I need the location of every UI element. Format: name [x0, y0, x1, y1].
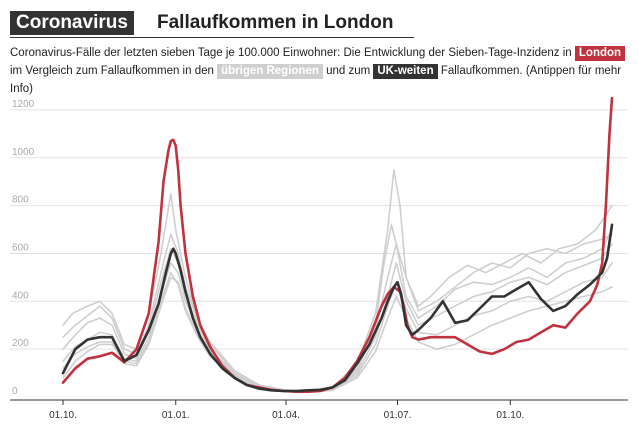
series-line-regions-2[interactable] — [62, 224, 613, 393]
x-tick-label: 01.10. — [496, 410, 524, 421]
y-tick-label: 1000 — [12, 147, 35, 158]
subtitle-text-2: im Vergleich zum Fallaufkommen in den — [10, 65, 214, 77]
x-tick-label: 01.10. — [49, 410, 77, 421]
subtitle-text-1: Coronavirus-Fälle der letzten sieben Tag… — [10, 47, 572, 59]
y-tick-label: 600 — [12, 242, 29, 253]
subtitle-text-3: und zum — [326, 65, 371, 77]
title-row: Coronavirus Fallaufkommen in London — [10, 11, 414, 38]
page-title: Fallaufkommen in London — [157, 12, 394, 33]
x-tick-label: 01.04. — [272, 410, 300, 421]
series-layer — [61, 96, 614, 393]
y-tick-label: 800 — [12, 195, 29, 206]
subtitle-text-4: Fallaufkommen. (Antippen für mehr Info) — [10, 65, 622, 95]
series-line-regions-3[interactable] — [62, 243, 613, 393]
x-tick-label: 01.01. — [162, 410, 190, 421]
series-line-regions-1[interactable] — [62, 168, 613, 392]
y-tick-label: 1200 — [12, 99, 35, 110]
chart-subtitle: Coronavirus-Fälle der letzten sieben Tag… — [10, 44, 628, 98]
axis-layer: 0 200 400 600 800 1000 1200 01.10. 01.01. 01.04. 0… — [10, 99, 628, 421]
x-tick-label: 01.07. — [384, 410, 412, 421]
legend-uk-tag[interactable]: UK-weiten — [373, 64, 438, 79]
series-line-uk[interactable] — [61, 223, 614, 393]
y-tick-label: 0 — [12, 386, 18, 397]
legend-regions-tag[interactable]: übrigen Regionen — [217, 64, 323, 79]
y-tick-label: 200 — [12, 338, 29, 349]
y-tick-label: 400 — [12, 290, 29, 301]
legend-london-tag[interactable]: London — [574, 46, 626, 61]
title-badge: Coronavirus — [10, 11, 134, 35]
grid-layer — [10, 109, 628, 350]
